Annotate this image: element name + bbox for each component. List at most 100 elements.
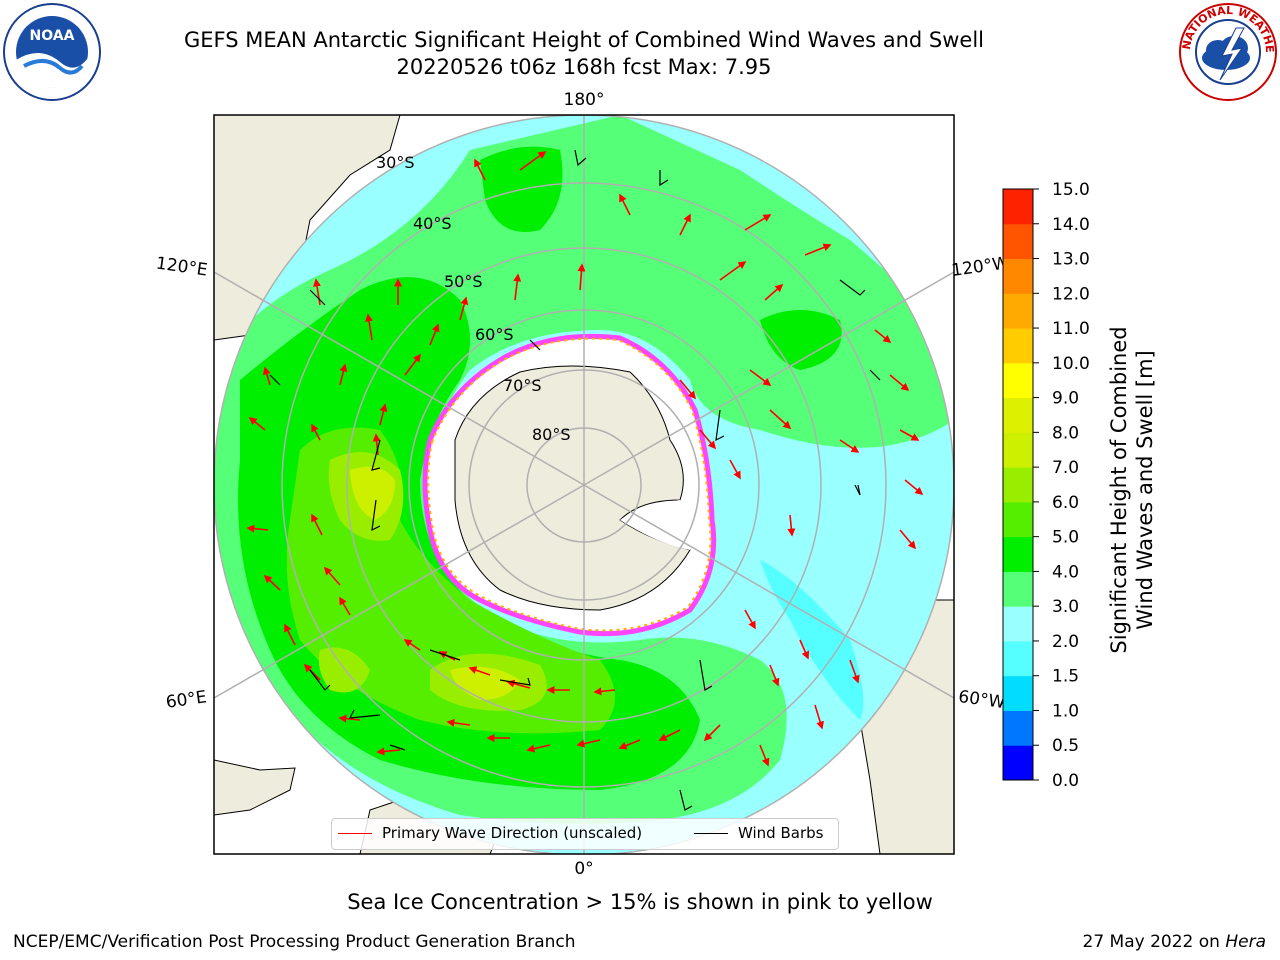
colorbar-tick-label: 1.0 [1052, 701, 1079, 721]
meridian-60e [214, 484, 585, 699]
colorbar-tick-label: 7.0 [1052, 458, 1079, 478]
wave-arrow [474, 158, 486, 181]
nws-logo: NATIONAL WEATHER SERVICE [1176, 0, 1277, 101]
colorbar-segment [1003, 640, 1033, 677]
legend-item-wave-direction: Primary Wave Direction (unscaled) [338, 824, 642, 842]
colorbar-segment [1003, 606, 1033, 642]
colorbar-tick-label: 6.0 [1052, 493, 1079, 513]
meridian-120e [214, 271, 585, 486]
wave-zone-east-4to5m [760, 310, 842, 370]
wave-arrow [799, 639, 810, 660]
wave-arrow [339, 363, 348, 386]
colorbar-segment [1003, 467, 1033, 503]
wind-barb [699, 659, 713, 691]
map-frame [213, 114, 955, 855]
wave-arrow [744, 214, 772, 231]
wave-arrow [699, 429, 717, 450]
wave-arrow [749, 369, 772, 386]
wave-arrow [468, 666, 491, 676]
lat-label-70s: 70°S [503, 376, 542, 395]
legend-swatch-black-line [694, 832, 728, 834]
chart-title: GEFS MEAN Antarctic Significant Height o… [183, 28, 985, 52]
wind-barb [854, 484, 861, 496]
wave-arrow [311, 423, 321, 441]
colorbar-segment [1003, 710, 1033, 746]
colorbar-label-line1: Significant Height of Combined [1107, 326, 1131, 653]
wind-barb [389, 744, 406, 751]
colorbar-tick-label: 11.0 [1052, 319, 1090, 339]
wave-zone-7to8m-a [350, 466, 395, 520]
wave-arrow [679, 379, 697, 400]
wave-arrow [577, 263, 586, 291]
colorbar-segment [1003, 536, 1033, 572]
wave-arrow [311, 513, 323, 536]
legend-swatch-red-line [338, 832, 372, 834]
footer-credit: NCEP/EMC/Verification Post Processing Pr… [13, 932, 576, 952]
wind-barb [499, 677, 531, 686]
colorbar-label: Significant Height of Combined Wind Wave… [1107, 326, 1157, 653]
wave-arrow [262, 366, 271, 386]
wave-arrow [506, 679, 531, 689]
colorbar-tick-label: 13.0 [1052, 250, 1090, 270]
footer-date: 27 May 2022 on Hera [1083, 932, 1267, 952]
colorbar-segment [1003, 432, 1033, 468]
noaa-logo-text: NOAA [30, 28, 75, 44]
colorbar-tick-label: 9.0 [1052, 389, 1079, 409]
colorbar-tick-label: 4.0 [1052, 562, 1079, 582]
antarctic-continent [454, 365, 691, 611]
madagascar-africa [214, 759, 296, 816]
wave-arrow [513, 273, 522, 301]
colorbar-segment [1003, 258, 1033, 294]
wave-arrow [446, 718, 471, 727]
colorbar: 0.0 0.5 1.0 1.5 2.0 3.0 4.0 5.0 6.0 7.0 8.0 9.0 10.0… [1002, 180, 1090, 791]
wind-barb [869, 369, 881, 381]
colorbar-tick-label: 0.5 [1052, 736, 1079, 756]
wave-arrow [376, 747, 401, 756]
wave-arrow [372, 433, 381, 456]
colorbar-tick-label: 8.0 [1052, 423, 1079, 443]
wind-barb [309, 669, 331, 691]
wave-arrow [576, 739, 601, 748]
lat-label-40s: 40°S [413, 214, 452, 233]
wave-arrow [889, 374, 910, 392]
colorbar-tick-label: 12.0 [1052, 284, 1090, 304]
colorbar-segment [1003, 362, 1033, 399]
map-area [214, 115, 954, 854]
lon-label-60e: 60°E [165, 687, 208, 712]
lon-label-120w: 120°W [950, 253, 1010, 281]
colorbar-tick-label: 1.5 [1052, 667, 1079, 687]
wave-arrow [787, 514, 796, 537]
wave-arrow [263, 574, 281, 591]
wave-arrow [246, 524, 269, 533]
wave-arrow [618, 739, 641, 750]
colorbar-segment [1003, 501, 1033, 538]
wave-arrow [284, 623, 296, 646]
colorbar-segment [1003, 397, 1033, 433]
colorbar-tick-label: 10.0 [1052, 354, 1090, 374]
colorbar-segment [1003, 328, 1033, 364]
wave-arrow [814, 704, 824, 730]
colorbar-tick-label: 3.0 [1052, 597, 1079, 617]
wind-barb [679, 789, 693, 811]
wave-arrow [804, 243, 832, 256]
colorbar-tick-label: 0.0 [1052, 771, 1079, 791]
wave-arrow [323, 566, 341, 586]
lat-label-30s: 30°S [376, 153, 415, 172]
wind-barb [371, 499, 381, 532]
colorbar-tick-label: 14.0 [1052, 215, 1090, 235]
wave-arrow [526, 744, 551, 753]
wave-arrow [593, 687, 616, 696]
wave-arrow [429, 323, 440, 346]
wave-arrow [769, 664, 780, 687]
wave-arrow [729, 459, 741, 480]
wave-arrow [459, 296, 469, 321]
graticule [214, 115, 954, 854]
wind-barb [309, 289, 326, 306]
wind-barb [659, 170, 669, 187]
wave-arrow [365, 313, 373, 341]
wave-arrow [744, 609, 756, 630]
colorbar-segment [1003, 223, 1033, 260]
wave-arrow [769, 409, 792, 430]
wave-arrow [403, 639, 421, 651]
